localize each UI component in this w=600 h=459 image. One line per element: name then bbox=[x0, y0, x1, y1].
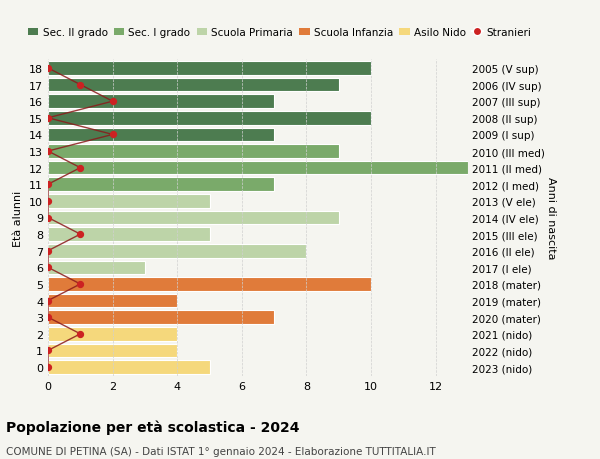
Bar bbox=[48, 112, 371, 125]
Bar bbox=[48, 178, 274, 192]
Bar bbox=[48, 62, 371, 76]
Bar bbox=[48, 145, 339, 158]
Bar bbox=[48, 228, 209, 241]
Bar bbox=[48, 311, 274, 325]
Bar bbox=[48, 195, 209, 208]
Bar bbox=[48, 129, 274, 142]
Point bbox=[76, 281, 85, 288]
Point bbox=[108, 98, 118, 106]
Text: COMUNE DI PETINA (SA) - Dati ISTAT 1° gennaio 2024 - Elaborazione TUTTITALIA.IT: COMUNE DI PETINA (SA) - Dati ISTAT 1° ge… bbox=[6, 446, 436, 456]
Point bbox=[43, 314, 53, 321]
Point bbox=[108, 131, 118, 139]
Point bbox=[43, 148, 53, 155]
Text: Popolazione per età scolastica - 2024: Popolazione per età scolastica - 2024 bbox=[6, 420, 299, 435]
Bar bbox=[48, 344, 177, 358]
Point bbox=[43, 297, 53, 305]
Bar bbox=[48, 211, 339, 225]
Legend: Sec. II grado, Sec. I grado, Scuola Primaria, Scuola Infanzia, Asilo Nido, Stran: Sec. II grado, Sec. I grado, Scuola Prim… bbox=[24, 24, 536, 42]
Bar bbox=[48, 162, 468, 175]
Point bbox=[43, 364, 53, 371]
Bar bbox=[48, 95, 274, 109]
Bar bbox=[48, 261, 145, 274]
Point bbox=[43, 247, 53, 255]
Point bbox=[76, 165, 85, 172]
Point bbox=[43, 115, 53, 122]
Bar bbox=[48, 294, 177, 308]
Y-axis label: Anni di nascita: Anni di nascita bbox=[546, 177, 556, 259]
Point bbox=[43, 264, 53, 271]
Y-axis label: Età alunni: Età alunni bbox=[13, 190, 23, 246]
Bar bbox=[48, 327, 177, 341]
Point bbox=[43, 65, 53, 73]
Point bbox=[43, 198, 53, 205]
Point bbox=[76, 330, 85, 338]
Point bbox=[43, 181, 53, 189]
Bar bbox=[48, 244, 307, 258]
Point bbox=[76, 82, 85, 89]
Bar bbox=[48, 278, 371, 291]
Point bbox=[43, 347, 53, 354]
Bar bbox=[48, 360, 209, 374]
Point bbox=[43, 214, 53, 222]
Bar bbox=[48, 78, 339, 92]
Point bbox=[76, 231, 85, 238]
